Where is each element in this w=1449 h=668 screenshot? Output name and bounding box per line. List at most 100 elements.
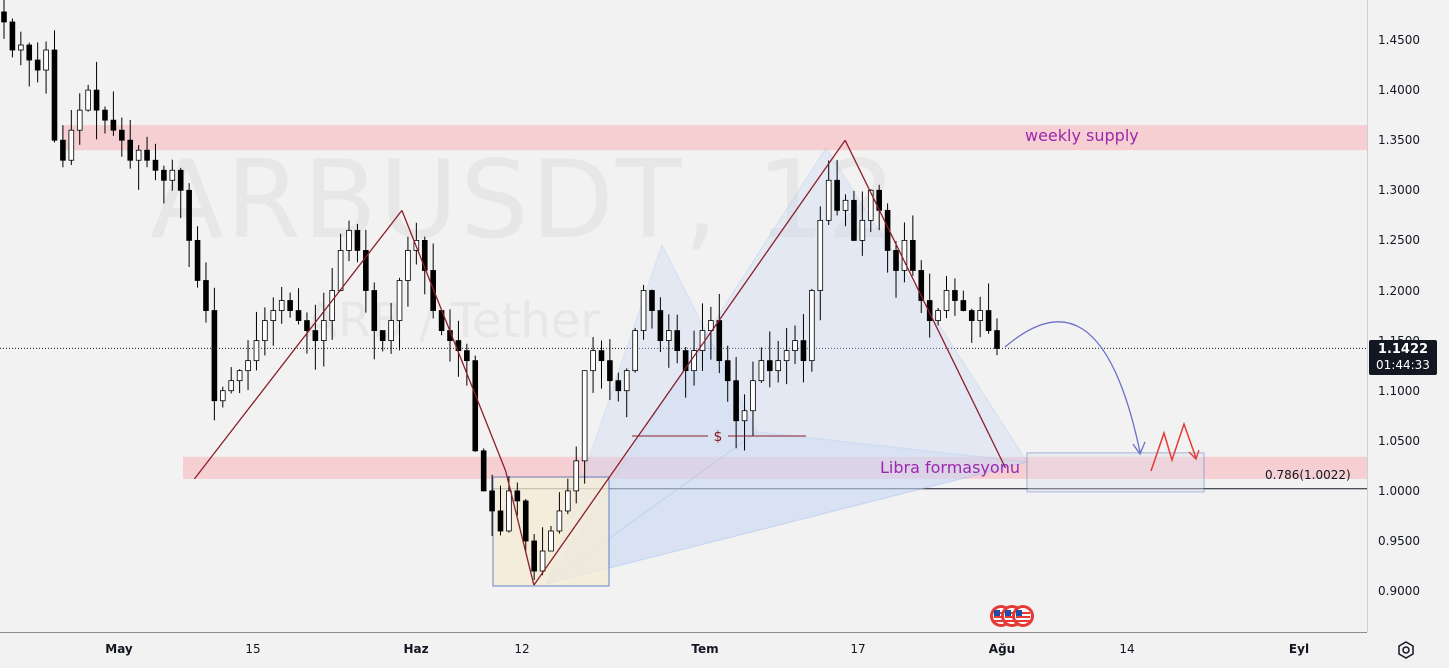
- candle-body: [960, 300, 967, 311]
- chart-area[interactable]: ARBUSDT, 12 ARB / Tether $ weekly supply…: [0, 0, 1367, 632]
- candle-body: [741, 410, 748, 422]
- pattern-leg-3: [533, 139, 846, 586]
- candle-body: [708, 320, 714, 331]
- candle-body: [497, 510, 504, 532]
- projection-arrow-head: [1132, 441, 1146, 456]
- price-tick: 1.1000: [1378, 383, 1420, 398]
- libra-pattern-label: Libra formasyonu: [880, 458, 1020, 477]
- candle-body: [9, 21, 16, 51]
- pattern-leg-0: [193, 209, 403, 480]
- candle-body: [68, 129, 75, 161]
- candle-body: [766, 360, 773, 372]
- candle-body: [421, 239, 428, 271]
- pattern-leg-2: [504, 470, 535, 586]
- time-tick: 14: [1119, 642, 1135, 656]
- zone-1: [183, 456, 1367, 479]
- time-tick: 17: [850, 642, 866, 656]
- time-tick: Eyl: [1288, 642, 1310, 656]
- zone-0: [62, 125, 1367, 151]
- candle-body: [194, 239, 201, 281]
- candle-body: [943, 290, 950, 311]
- candle-body: [245, 360, 251, 372]
- candle-body: [26, 44, 33, 61]
- candle-body: [800, 340, 807, 362]
- price-tick: 1.4000: [1378, 83, 1420, 98]
- candle-body: [640, 290, 647, 331]
- candle-body: [792, 340, 798, 352]
- candle-body: [682, 350, 689, 372]
- candle-body: [379, 330, 386, 341]
- candle-body: [674, 330, 681, 352]
- candle-body: [312, 330, 319, 341]
- candle-body: [186, 189, 192, 241]
- candle-body: [539, 550, 546, 572]
- candle-body: [607, 360, 613, 382]
- price-tick: 0.9500: [1378, 534, 1420, 548]
- candle-body: [825, 179, 832, 221]
- candle-body: [85, 89, 91, 111]
- candle-body: [918, 270, 925, 301]
- time-axis[interactable]: May 15 Haz 12 Tem 17 Ağu 14 Eyl: [0, 632, 1367, 668]
- candle-body: [278, 300, 285, 311]
- candle-body: [60, 139, 66, 161]
- current-price-value: 1.1422: [1377, 342, 1429, 357]
- candle-body: [666, 330, 672, 341]
- candle-body: [573, 460, 580, 492]
- candle-body: [396, 280, 403, 321]
- current-price-badge: 1.1422 01:44:33: [1369, 340, 1437, 375]
- candle-body: [464, 350, 470, 362]
- economic-events-icon[interactable]: [988, 603, 1048, 629]
- candle-body: [859, 219, 866, 241]
- time-tick: 15: [245, 642, 261, 656]
- candle-body: [253, 340, 260, 362]
- candle-body: [236, 370, 243, 382]
- candle-body: [110, 119, 117, 131]
- candle-body: [43, 49, 49, 71]
- weekly-supply-label: weekly supply: [1025, 126, 1139, 145]
- projection-arrow: [1004, 321, 1141, 453]
- candle-body: [304, 320, 310, 331]
- candle-body: [371, 290, 378, 331]
- candle-body: [851, 199, 857, 241]
- chart-settings-icon[interactable]: [1396, 640, 1416, 660]
- candle-body: [203, 280, 209, 311]
- candle-body: [152, 159, 159, 171]
- candle-body: [169, 169, 176, 181]
- time-tick: Haz: [403, 642, 429, 656]
- price-tick: 1.0000: [1378, 483, 1420, 498]
- price-tick: 1.2500: [1378, 233, 1420, 248]
- price-chart-svg[interactable]: $: [0, 0, 1367, 632]
- price-axis[interactable]: 1.45001.40001.35001.30001.25001.20001.15…: [1367, 0, 1449, 632]
- candle-body: [262, 320, 268, 341]
- time-tick: 12: [514, 642, 530, 656]
- scenario-zigzag: [1150, 421, 1197, 472]
- candle-body: [581, 370, 588, 462]
- candle-body: [632, 330, 638, 372]
- bar-countdown: 01:44:33: [1376, 358, 1430, 372]
- candle-body: [34, 59, 41, 71]
- candle-body: [337, 250, 344, 291]
- price-tick: 1.2000: [1378, 283, 1420, 298]
- candle-body: [615, 380, 622, 392]
- candle-body: [177, 169, 184, 191]
- candle-body: [295, 310, 302, 321]
- candle-body: [363, 250, 369, 291]
- scenario-arrow-head: [1188, 449, 1200, 461]
- candle-body: [733, 380, 739, 422]
- pattern-leg-4: [844, 139, 1007, 469]
- price-tick: 1.3000: [1378, 183, 1420, 198]
- harmonic-triangle-2: [545, 431, 1028, 585]
- candle-body: [884, 209, 891, 251]
- candle-body: [531, 540, 537, 572]
- candle-body: [102, 109, 108, 121]
- candle-body: [388, 320, 394, 341]
- candle-body: [472, 360, 479, 452]
- candle-body: [716, 320, 723, 362]
- candle-body: [480, 450, 487, 492]
- projection-box: [1026, 452, 1205, 493]
- candle-body: [76, 109, 83, 131]
- candle-body: [817, 219, 824, 291]
- liquidity-marker: $: [714, 429, 723, 445]
- candle-body: [985, 310, 992, 331]
- candle-body: [968, 310, 975, 321]
